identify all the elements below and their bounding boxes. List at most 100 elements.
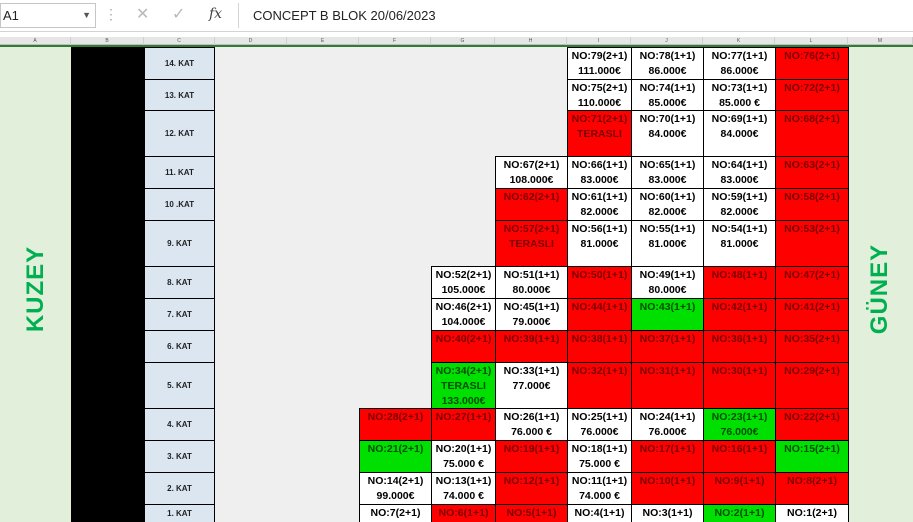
unit-cell[interactable]: NO:76(2+1) [775,47,849,80]
unit-cell[interactable]: NO:9(1+1) [703,472,776,505]
unit-cell[interactable]: NO:1(2+1) [775,504,849,522]
unit-cell[interactable]: NO:46(2+1) 104.000€ [431,298,496,331]
unit-cell[interactable]: NO:27(1+1) [431,408,496,441]
unit-cell[interactable]: NO:22(2+1) [775,408,849,441]
unit-cell[interactable]: NO:79(2+1) 111.000€ [567,47,632,80]
column-header[interactable]: F [359,37,431,45]
unit-cell[interactable]: NO:37(1+1) [631,330,704,363]
unit-cell[interactable]: NO:56(1+1) 81.000€ [567,220,632,267]
formula-input[interactable]: CONCEPT B BLOK 20/06/2023 [238,3,913,28]
unit-cell[interactable]: NO:16(1+1) [703,440,776,473]
unit-cell[interactable]: NO:5(1+1) [495,504,568,522]
unit-cell[interactable]: NO:19(1+1) [495,440,568,473]
unit-cell[interactable]: NO:43(1+1) [631,298,704,331]
worksheet[interactable]: KUZEY GÜNEY 14. KAT 13. KAT 12. KAT 11. KAT… [0,47,913,522]
unit-cell[interactable]: NO:15(2+1) [775,440,849,473]
unit-cell[interactable]: NO:3(1+1) [631,504,704,522]
enter-check-icon[interactable]: ✓ [172,6,186,23]
unit-cell[interactable]: NO:2(1+1) [703,504,776,522]
unit-cell[interactable]: NO:78(1+1) 86.000€ [631,47,704,80]
insert-function-icon[interactable]: fx [209,6,223,22]
unit-cell[interactable]: NO:8(2+1) [775,472,849,505]
unit-cell[interactable]: NO:6(1+1) [431,504,496,522]
unit-cell[interactable]: NO:50(1+1) [567,266,632,299]
unit-cell[interactable]: NO:70(1+1) 84.000€ [631,110,704,157]
column-header[interactable]: K [703,37,775,45]
more-dots-icon[interactable]: ⋮ [104,6,118,22]
unit-cell[interactable]: NO:64(1+1) 83.000€ [703,156,776,189]
unit-cell[interactable]: NO:52(2+1) 105.000€ [431,266,496,299]
unit-cell[interactable]: NO:55(1+1) 81.000€ [631,220,704,267]
unit-cell[interactable]: NO:39(1+1) [495,330,568,363]
unit-cell[interactable]: NO:60(1+1) 82.000€ [631,188,704,221]
unit-cell[interactable]: NO:44(1+1) [567,298,632,331]
name-box[interactable]: A1 ▼ [0,3,96,28]
column-header[interactable]: A [0,37,71,45]
column-header[interactable]: G [431,37,495,45]
unit-cell[interactable]: NO:62(2+1) [495,188,568,221]
unit-cell[interactable]: NO:11(1+1) 74.000 € [567,472,632,505]
unit-cell[interactable]: NO:71(2+1) TERASLI [567,110,632,157]
unit-cell[interactable]: NO:54(1+1) 81.000€ [703,220,776,267]
unit-cell[interactable]: NO:34(2+1) TERASLI 133.000€ [431,362,496,409]
column-header[interactable]: E [287,37,359,45]
unit-cell[interactable]: NO:17(1+1) [631,440,704,473]
unit-cell[interactable]: NO:31(1+1) [631,362,704,409]
unit-cell[interactable]: NO:74(1+1) 85.000€ [631,79,704,111]
unit-cell[interactable]: NO:48(1+1) [703,266,776,299]
column-header[interactable]: M [848,37,913,45]
unit-cell[interactable]: NO:42(1+1) [703,298,776,331]
unit-cell[interactable]: NO:49(1+1) 80.000€ [631,266,704,299]
unit-cell[interactable]: NO:73(1+1) 85.000 € [703,79,776,111]
unit-cell[interactable]: NO:38(1+1) [567,330,632,363]
unit-cell[interactable]: NO:47(2+1) [775,266,849,299]
unit-cell[interactable]: NO:26(1+1) 76.000 € [495,408,568,441]
unit-cell[interactable]: NO:23(1+1) 76.000€ [703,408,776,441]
column-header[interactable]: L [775,37,848,45]
unit-cell[interactable]: NO:75(2+1) 110.000€ [567,79,632,111]
unit-cell[interactable]: NO:14(2+1) 99.000€ [359,472,432,505]
unit-cell[interactable]: NO:29(2+1) [775,362,849,409]
column-header[interactable]: J [631,37,703,45]
unit-cell[interactable]: NO:51(1+1) 80.000€ [495,266,568,299]
unit-cell[interactable]: NO:66(1+1) 83.000€ [567,156,632,189]
unit-cell[interactable]: NO:69(1+1) 84.000€ [703,110,776,157]
unit-cell[interactable]: NO:28(2+1) [359,408,432,441]
unit-cell[interactable]: NO:77(1+1) 86.000€ [703,47,776,80]
unit-cell[interactable]: NO:58(2+1) [775,188,849,221]
unit-cell[interactable]: NO:36(1+1) [703,330,776,363]
unit-cell[interactable]: NO:13(1+1) 74.000 € [431,472,496,505]
unit-cell[interactable]: NO:7(2+1) [359,504,432,522]
unit-cell[interactable]: NO:63(2+1) [775,156,849,189]
column-header[interactable]: I [567,37,631,45]
unit-cell[interactable]: NO:57(2+1) TERASLI [495,220,568,267]
unit-cell[interactable]: NO:72(2+1) [775,79,849,111]
unit-cell[interactable]: NO:67(2+1) 108.000€ [495,156,568,189]
unit-cell[interactable]: NO:12(1+1) [495,472,568,505]
unit-cell[interactable]: NO:24(1+1) 76.000€ [631,408,704,441]
unit-cell[interactable]: NO:10(1+1) [631,472,704,505]
unit-cell[interactable]: NO:59(1+1) 82.000€ [703,188,776,221]
unit-cell[interactable]: NO:18(1+1) 75.000 € [567,440,632,473]
unit-cell[interactable]: NO:61(1+1) 82.000€ [567,188,632,221]
unit-cell[interactable]: NO:20(1+1) 75.000 € [431,440,496,473]
unit-cell[interactable]: NO:30(1+1) [703,362,776,409]
unit-cell[interactable]: NO:41(2+1) [775,298,849,331]
unit-cell[interactable]: NO:35(2+1) [775,330,849,363]
unit-cell[interactable]: NO:25(1+1) 76.000€ [567,408,632,441]
column-header[interactable]: D [215,37,287,45]
unit-cell[interactable]: NO:68(2+1) [775,110,849,157]
unit-cell[interactable]: NO:32(1+1) [567,362,632,409]
unit-cell[interactable]: NO:4(1+1) [567,504,632,522]
unit-cell[interactable]: NO:65(1+1) 83.000€ [631,156,704,189]
unit-cell[interactable]: NO:40(2+1) [431,330,496,363]
column-header[interactable]: B [71,37,144,45]
chevron-down-icon[interactable]: ▼ [82,10,91,20]
cancel-icon[interactable]: ✕ [136,6,150,23]
unit-cell[interactable]: NO:53(2+1) [775,220,849,267]
unit-cell[interactable]: NO:45(1+1) 79.000€ [495,298,568,331]
column-header[interactable]: H [495,37,567,45]
unit-cell[interactable]: NO:33(1+1) 77.000€ [495,362,568,409]
unit-cell[interactable]: NO:21(2+1) [359,440,432,473]
column-header[interactable]: C [144,37,215,45]
